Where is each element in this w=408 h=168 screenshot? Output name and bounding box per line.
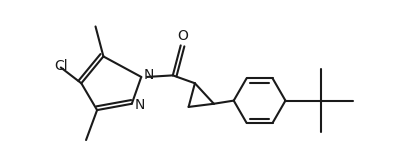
Text: N: N [134, 98, 145, 112]
Text: O: O [177, 29, 188, 43]
Text: N: N [144, 68, 154, 82]
Text: Cl: Cl [55, 59, 68, 73]
